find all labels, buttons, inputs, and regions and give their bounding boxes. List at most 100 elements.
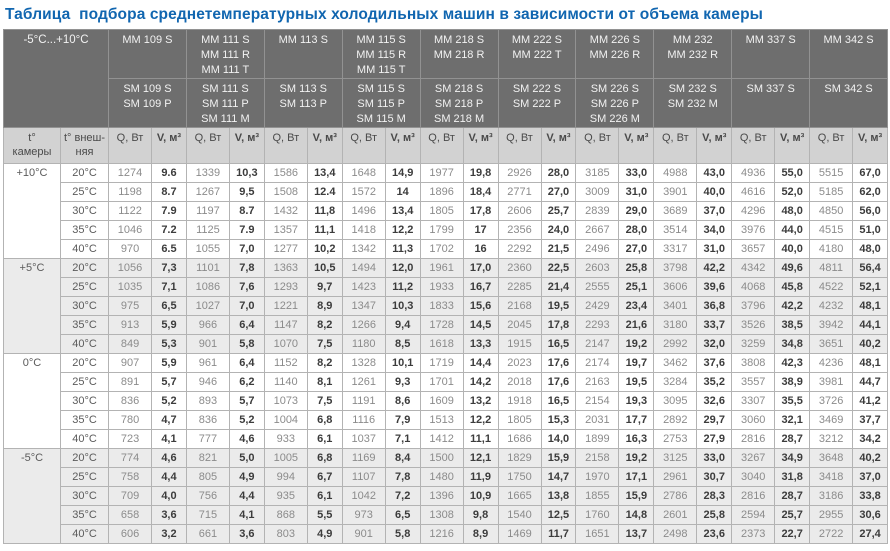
v-value-cell: 6,7 — [306, 467, 343, 487]
q-value-cell: 1046 — [108, 220, 153, 240]
q-value-cell: 3606 — [653, 277, 698, 297]
q-value-cell: 1423 — [341, 277, 386, 297]
mm-model-cell: MM 109 S — [108, 29, 187, 79]
v-value-cell: 10,1 — [384, 353, 421, 373]
table-row: -5°C 20°C 774 4,6 821 5,0 1005 6,8 1169 8,4 1500 12… — [3, 448, 889, 544]
v-value-cell: 12,2 — [462, 410, 499, 430]
v-value-cell: 7,8 — [384, 467, 421, 487]
q-value-cell: 970 — [108, 239, 153, 259]
v-value-cell: 8,6 — [384, 391, 421, 411]
v-value-cell: 7,5 — [306, 391, 343, 411]
q-value-cell: 4068 — [731, 277, 776, 297]
v-value-cell: 37,0 — [696, 201, 733, 221]
camera-temp-header-line: t° — [28, 132, 36, 144]
q-value-cell: 3689 — [653, 201, 698, 221]
q-value-cell: 1293 — [263, 277, 308, 297]
v-value-cell: 13,7 — [618, 524, 655, 544]
v-value-cell: 3,6 — [151, 505, 187, 525]
v-value-cell: 23,6 — [696, 524, 733, 544]
sm-model-name: SM 113 S — [279, 83, 328, 95]
v-unit-header: V, м³ — [462, 127, 499, 164]
sm-model-name: SM 222 P — [512, 98, 562, 110]
q-unit-header: Q, Вт — [731, 127, 776, 164]
v-value-cell: 25,7 — [540, 201, 577, 221]
q-value-cell: 1101 — [185, 258, 230, 278]
v-value-cell: 5,7 — [228, 391, 265, 411]
mm-model-name: MM 337 S — [745, 34, 796, 46]
v-value-cell: 34,0 — [696, 220, 733, 240]
q-value-cell: 901 — [341, 524, 386, 544]
sm-model-name: SM 218 M — [434, 113, 485, 125]
q-value-cell: 3125 — [653, 448, 698, 468]
q-value-cell: 1719 — [419, 353, 464, 373]
table-row: +5°C 20°C 1056 7,3 1101 7,8 1363 10,5 1494 12,0 19… — [3, 258, 889, 354]
v-value-cell: 4,4 — [151, 467, 187, 487]
sm-model-name: SM 111 S — [202, 83, 249, 95]
v-value-cell: 3,2 — [151, 524, 187, 544]
sm-model-name: SM 115 P — [357, 98, 405, 110]
q-value-cell: 935 — [263, 486, 308, 506]
v-value-cell: 17,6 — [540, 372, 577, 392]
q-value-cell: 2031 — [575, 410, 620, 430]
v-value-cell: 21,4 — [540, 277, 577, 297]
v-value-cell: 4,4 — [228, 486, 265, 506]
v-value-cell: 44,0 — [774, 220, 811, 240]
q-value-cell: 1005 — [263, 448, 308, 468]
v-value-cell: 6,4 — [228, 315, 265, 335]
q-value-cell: 2147 — [575, 334, 620, 354]
q-value-cell: 709 — [108, 486, 153, 506]
v-value-cell: 19,5 — [540, 296, 577, 316]
mm-model-name: MM 226 S — [589, 34, 640, 46]
q-value-cell: 1855 — [575, 486, 620, 506]
q-value-cell: 1216 — [419, 524, 464, 544]
sm-model-cell: SM 226 S SM 226 P SM 226 M — [575, 78, 655, 128]
sm-model-name: SM 337 S — [746, 83, 795, 95]
q-value-cell: 3180 — [653, 315, 698, 335]
v-value-cell: 28,3 — [696, 486, 733, 506]
q-value-cell: 1277 — [263, 239, 308, 259]
camera-temp-header-line: камеры — [12, 146, 52, 158]
v-value-cell: 13,4 — [306, 163, 343, 183]
q-value-cell: 3259 — [731, 334, 776, 354]
q-value-cell: 4180 — [809, 239, 854, 259]
v-value-cell: 16,5 — [540, 391, 577, 411]
q-value-cell: 4296 — [731, 201, 776, 221]
sm-model-name: SM 342 S — [824, 83, 873, 95]
v-value-cell: 28,7 — [774, 429, 811, 449]
mm-model-name: MM 111 T — [201, 64, 250, 76]
external-temp-cell: 20°C — [59, 258, 110, 278]
q-value-cell: 1107 — [341, 467, 386, 487]
q-unit-header: Q, Вт — [653, 127, 698, 164]
v-value-cell: 56,0 — [852, 201, 889, 221]
table-row: 30°C 1122 7.9 1197 8.7 1432 11,8 1496 13,4 1805 17… — [4, 201, 889, 221]
q-value-cell: 3796 — [731, 296, 776, 316]
mm-model-name: MM 115 S — [356, 34, 406, 46]
v-value-cell: 49,6 — [774, 258, 811, 278]
v-value-cell: 5,5 — [306, 505, 343, 525]
q-value-cell: 3185 — [575, 163, 620, 183]
v-unit-header: V, м³ — [384, 127, 421, 164]
q-value-cell: 805 — [185, 467, 230, 487]
q-value-cell: 1035 — [108, 277, 153, 297]
q-value-cell: 3798 — [653, 258, 698, 278]
q-value-cell: 1055 — [185, 239, 230, 259]
external-temp-cell: 40°C — [59, 524, 110, 544]
mm-model-cell: MM 111 S MM 111 R MM 111 T — [185, 29, 265, 79]
q-value-cell: 4342 — [731, 258, 776, 278]
v-value-cell: 13,8 — [540, 486, 577, 506]
v-value-cell: 10,3 — [228, 163, 265, 183]
q-value-cell: 3009 — [575, 182, 620, 202]
mm-model-name: MM 342 S — [823, 34, 874, 46]
q-value-cell: 3651 — [809, 334, 854, 354]
q-value-cell: 1086 — [185, 277, 230, 297]
q-value-cell: 2601 — [653, 505, 698, 525]
table-row: 30°C 836 5,2 893 5,7 1073 7,5 1191 8,6 1609 13,2 19… — [4, 391, 889, 411]
q-value-cell: 913 — [108, 315, 153, 335]
external-temp-cell: 30°C — [59, 391, 110, 411]
v-value-cell: 8,4 — [384, 448, 421, 468]
table-row: +10°C 20°C 1274 9.6 1339 10,3 1586 13,4 1648 14,9… — [3, 163, 889, 259]
external-temp-cell: 30°C — [59, 296, 110, 316]
v-value-cell: 40,2 — [852, 334, 889, 354]
q-value-cell: 1760 — [575, 505, 620, 525]
q-value-cell: 1899 — [575, 429, 620, 449]
